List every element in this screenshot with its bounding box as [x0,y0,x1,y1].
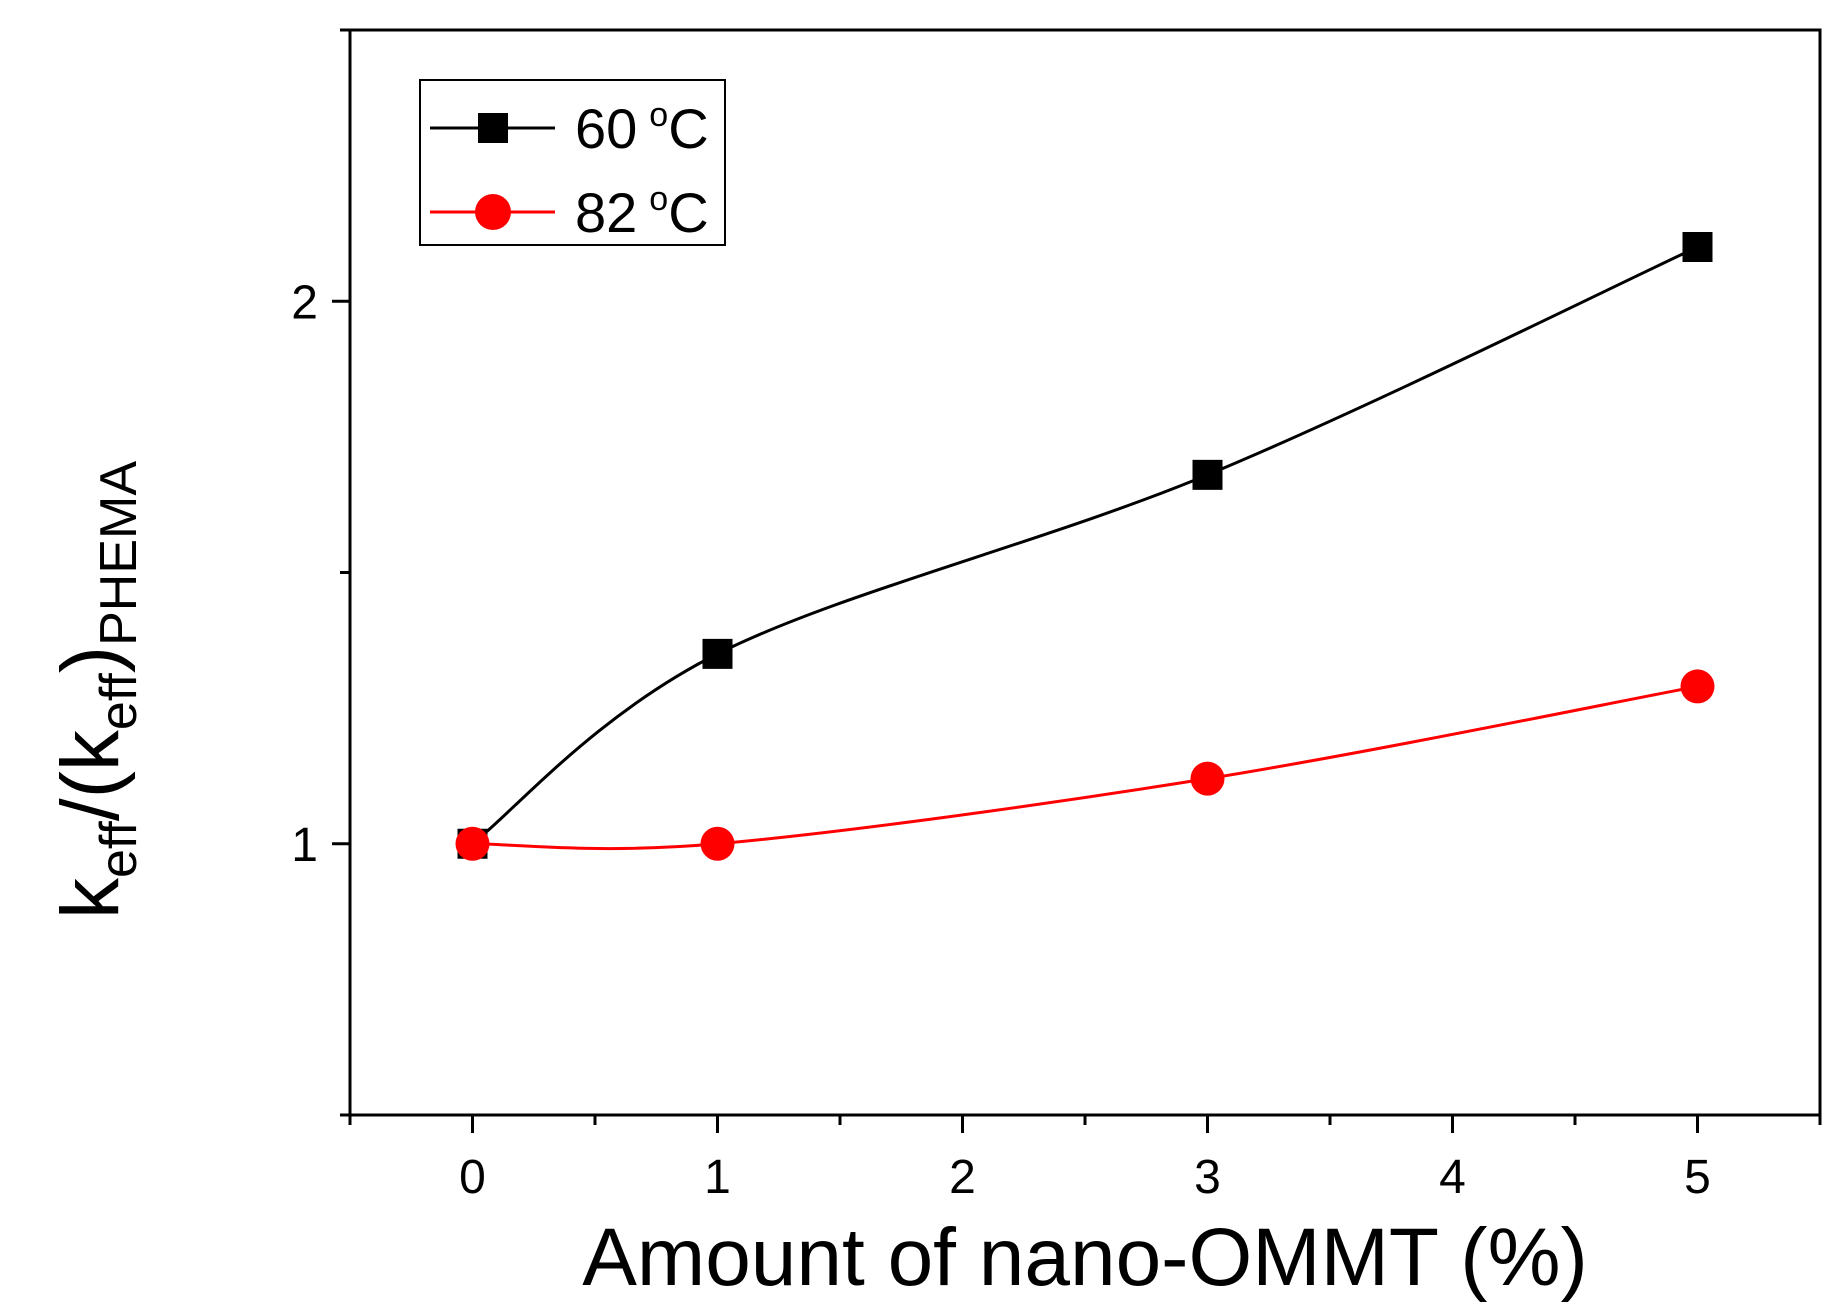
series-line [472,684,1698,851]
y-axis-title-close: ) [45,646,136,673]
x-tick-label: 2 [949,1151,976,1204]
series-line [471,245,1699,845]
x-axis-title: Amount of nano-OMMT (%) [582,1212,1588,1303]
legend-box [419,79,726,246]
y-axis-title-base: k [45,877,136,919]
legend: 60 oC 82 oC [419,79,726,246]
data-point-circle [700,826,735,861]
y-axis-title-mid: /(k [45,729,136,821]
data-point-square [1682,232,1713,262]
legend-degree-60c: o [649,96,668,134]
legend-value-82c: 82 [575,181,637,244]
y-tick-label: 1 [291,819,318,872]
series-layer [455,232,1715,861]
y-axis-title-sub2: eff [90,673,148,730]
legend-marker-60c [478,113,508,143]
legend-label-82c: 82 oC [575,180,709,244]
x-tick-label: 4 [1439,1151,1466,1204]
data-point-square [1192,459,1223,490]
x-tick-label: 1 [704,1151,731,1204]
legend-unit-60c: C [668,97,708,160]
y-axis-title-sub3: PHEMA [90,461,148,646]
data-point-circle [1680,669,1715,704]
x-axis-ticks: 0 1 2 3 4 5 [348,1115,1822,1204]
x-tick-label: 3 [1194,1151,1221,1204]
data-point-circle [455,826,490,861]
legend-unit-82c: C [668,181,708,244]
data-point-square [702,638,733,669]
y-tick-label: 2 [291,276,318,329]
legend-item-82c: 82 oC [430,180,709,244]
x-tick-label: 5 [1684,1151,1711,1204]
legend-marker-82c [475,194,511,230]
legend-value-60c: 60 [575,97,637,160]
y-axis-title-sub1: eff [90,821,148,878]
y-axis-ticks: 12 [291,28,350,1117]
y-axis-title: keff/(keff)PHEMA [45,461,148,919]
series-0 [457,232,1713,859]
series-1 [455,669,1715,861]
x-tick-label: 0 [459,1151,486,1204]
legend-label-60c: 60 oC [575,96,709,160]
legend-degree-82c: o [649,180,668,218]
data-point-circle [1190,761,1225,796]
legend-item-60c: 60 oC [430,96,709,160]
